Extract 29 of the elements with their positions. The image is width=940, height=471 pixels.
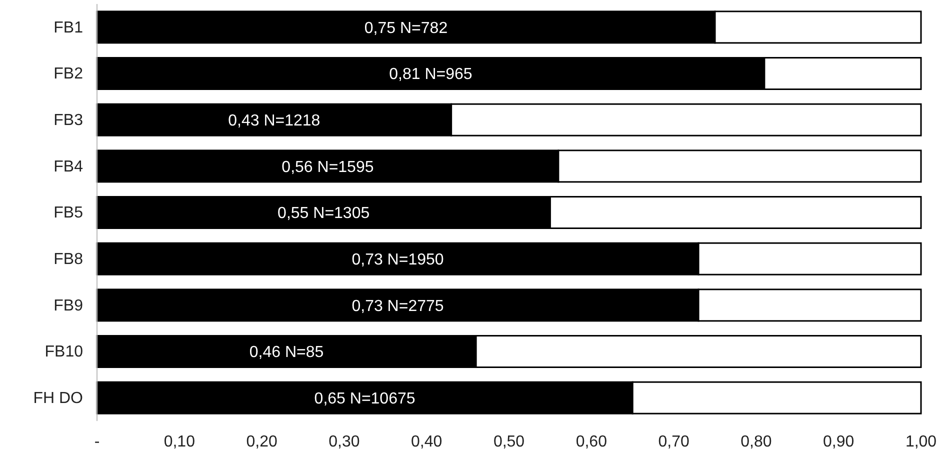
data-label: 0,73 N=1950 — [352, 251, 444, 268]
y-tick-label: FB9 — [54, 297, 84, 314]
data-label: 0,65 N=10675 — [314, 390, 416, 408]
x-tick-label: 0,80 — [740, 433, 772, 450]
y-tick-label: FB2 — [54, 66, 84, 83]
y-tick-label: FB4 — [54, 158, 84, 176]
y-tick-label: FB3 — [54, 112, 84, 129]
x-tick-label: 0,90 — [823, 433, 854, 450]
x-tick-label: 0,40 — [411, 433, 442, 450]
y-tick-label: FB8 — [54, 250, 84, 268]
data-label: 0,81 N=965 — [389, 66, 472, 84]
data-label: 0,55 N=1305 — [278, 205, 370, 222]
y-tick-label: FB1 — [54, 19, 84, 36]
data-label: 0,56 N=1595 — [282, 158, 374, 176]
data-label: 0,43 N=1218 — [228, 112, 320, 130]
x-tick-label: 1,00 — [905, 433, 937, 450]
x-tick-label: - — [94, 433, 100, 450]
y-tick-label: FH DO — [33, 390, 83, 407]
x-tick-label: 0,20 — [246, 433, 278, 450]
data-label: 0,73 N=2775 — [352, 298, 444, 315]
x-tick-label: 0,30 — [328, 433, 360, 450]
data-label: 0,46 N=85 — [249, 344, 324, 362]
y-tick-label: FB5 — [54, 204, 84, 222]
y-tick-label: FB10 — [44, 344, 84, 361]
x-tick-label: 0,10 — [164, 433, 196, 450]
x-tick-label: 0,50 — [493, 433, 525, 450]
data-label: 0,75 N=782 — [364, 20, 448, 37]
x-tick-label: 0,60 — [576, 433, 608, 450]
x-tick-label: 0,70 — [658, 433, 690, 450]
